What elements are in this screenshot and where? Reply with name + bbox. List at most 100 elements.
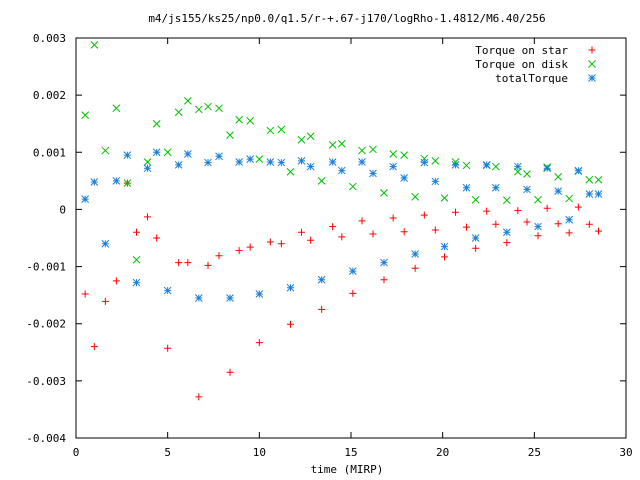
data-point [101,146,110,155]
data-point [144,213,151,221]
series-2 [81,148,603,302]
data-point [574,203,582,211]
data-point [440,194,449,202]
data-point [226,294,234,302]
data-point [471,195,480,204]
data-point [255,339,263,347]
data-point [337,139,346,148]
data-point [286,283,295,292]
y-tick-label: 0.001 [33,146,66,159]
data-point [306,132,315,141]
data-point [369,169,377,178]
data-point [90,178,99,186]
data-point [318,305,326,313]
data-point [471,234,480,242]
data-point [277,125,286,134]
data-point [369,145,377,154]
legend-label: Torque on disk [475,58,568,71]
data-point [482,161,491,169]
data-point [307,236,315,244]
data-point [594,190,603,198]
data-point [194,105,203,114]
data-point [123,179,132,187]
data-point [183,97,192,105]
data-point [246,117,255,125]
data-point [502,196,511,205]
data-point [215,104,223,113]
data-point [204,102,212,111]
data-point [204,261,212,269]
data-point [358,158,366,166]
data-point [112,277,120,285]
data-point [523,185,531,194]
data-point [143,158,152,166]
data-point [163,286,172,295]
data-point [81,111,90,119]
data-point [226,131,234,139]
data-point [380,189,388,197]
data-point [317,177,326,185]
data-point [101,239,110,248]
data-point [431,177,440,186]
data-point [411,264,419,272]
data-point [554,187,563,195]
data-point [298,228,305,236]
data-point [451,161,460,169]
data-point [492,220,500,228]
data-point [235,115,244,124]
data-point [112,104,121,113]
axes: 0 5 10 15 20 25 30 -0.004 -0.003 -0.002 -0.001 0 0.0… [26,32,632,459]
data-point [389,214,397,222]
data-point [194,294,203,302]
data-point [255,155,264,163]
data-point [174,161,183,169]
data-point [297,135,306,144]
data-point [183,150,192,158]
data-point [380,258,388,267]
data-point [204,158,212,167]
data-point [348,267,357,275]
data-point [491,183,500,192]
data-point [174,108,183,117]
chart-title: m4/js155/ks25/np0.0/q1.5/r-+.67-j170/log… [148,12,545,25]
data-point [431,157,440,165]
data-point [266,238,274,246]
data-point [286,167,295,176]
data-point [277,240,285,248]
data-point [565,229,573,237]
data-point [574,166,583,175]
x-tick-label: 15 [344,446,357,459]
data-point [585,190,594,198]
data-point [112,177,121,185]
data-point [152,119,161,128]
data-point [503,239,511,247]
y-tick-label: 0.002 [33,89,66,102]
data-point [462,183,471,192]
data-point [81,195,90,203]
data-point [246,243,254,251]
data-point [226,368,234,376]
data-point [90,41,99,49]
data-point [246,155,255,163]
data-point [514,207,522,215]
data-point [420,158,429,167]
data-point [491,162,500,171]
data-point [400,228,408,236]
y-tick-label: 0 [59,203,66,216]
series-0 [81,179,602,401]
data-point [554,220,562,228]
legend-marker [588,46,596,54]
data-point [502,228,511,237]
data-point [152,148,161,157]
data-point [462,161,471,170]
y-tick-label: 0.003 [33,32,66,45]
data-point [317,275,326,284]
data-point [595,227,602,235]
data-point [513,162,522,171]
data-point [472,244,480,252]
data-point [287,320,294,328]
data-point [349,289,357,297]
y-tick-label: -0.001 [26,261,66,274]
y-tick-label: -0.002 [26,318,66,331]
